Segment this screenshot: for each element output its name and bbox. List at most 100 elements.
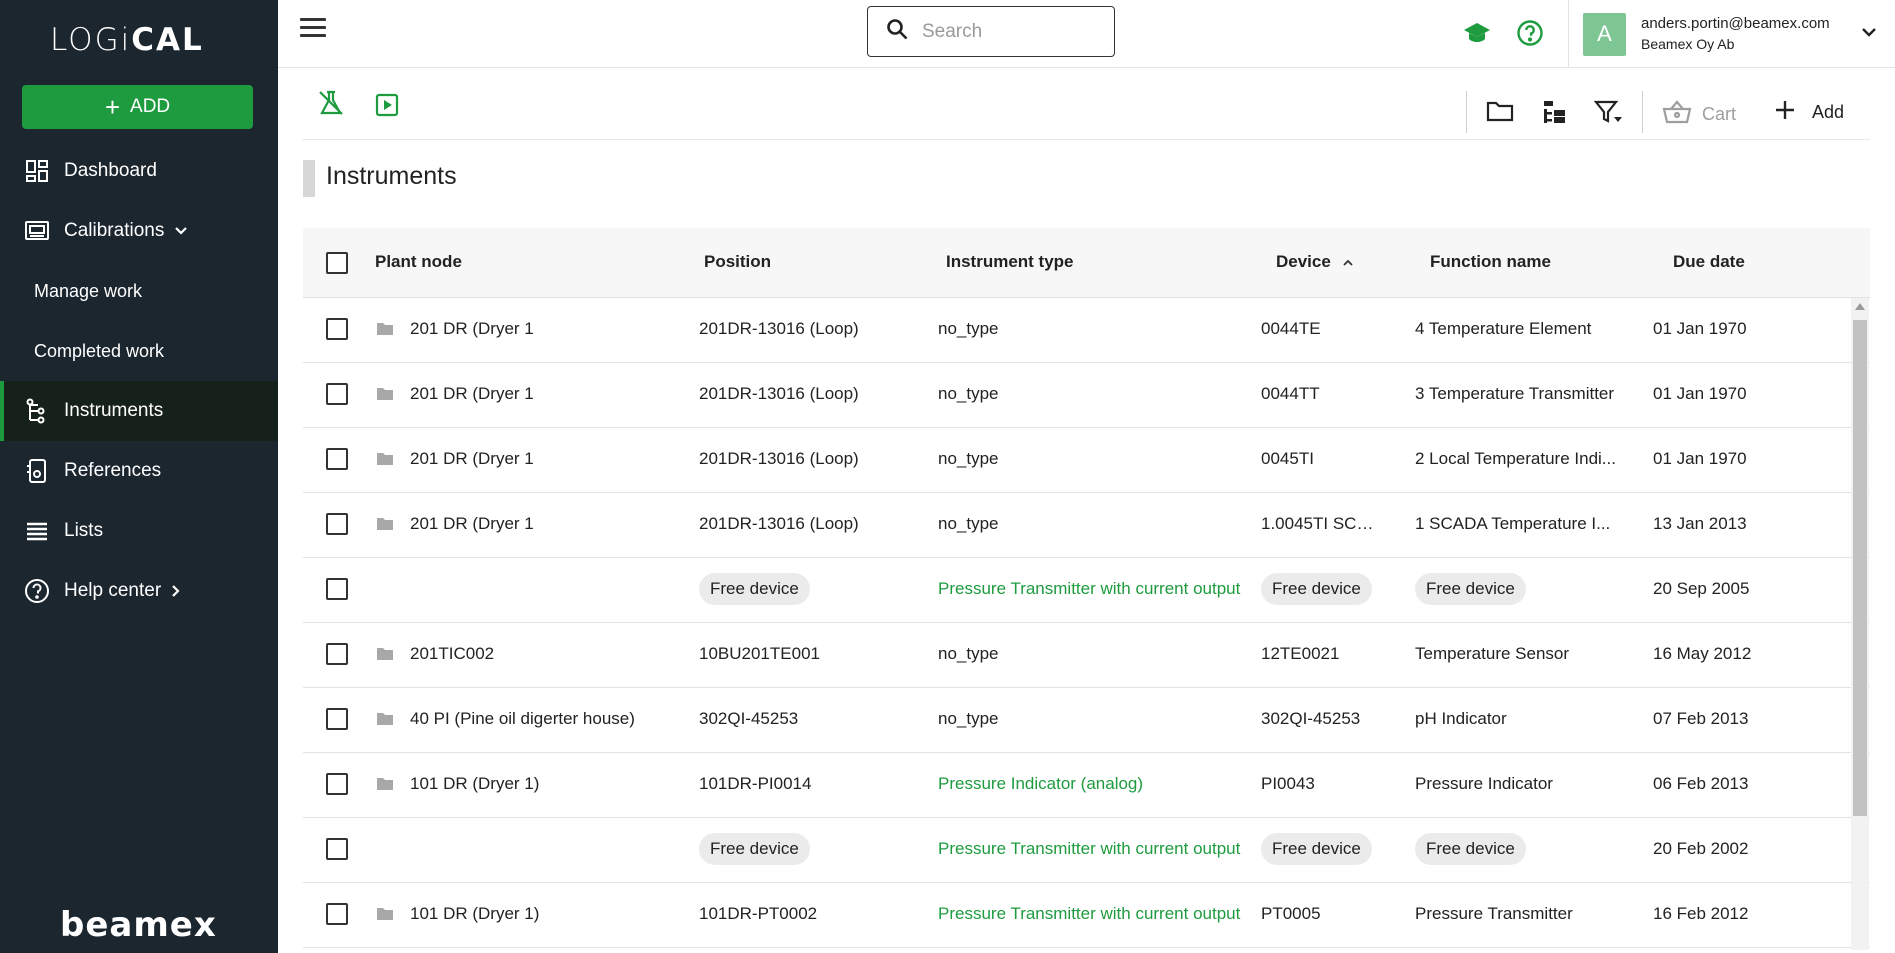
hierarchy-icon[interactable]	[1542, 99, 1568, 130]
cell-due-date: 07 Feb 2013	[1653, 709, 1749, 728]
basket-icon	[1662, 99, 1692, 130]
search-box[interactable]	[867, 6, 1115, 57]
cell-function-name: Pressure Transmitter	[1415, 904, 1573, 923]
column-header-due-date[interactable]: Due date	[1673, 252, 1745, 271]
column-header-instrument-type[interactable]: Instrument type	[946, 252, 1074, 271]
table-row[interactable]: Free device Pressure Transmitter with cur…	[303, 818, 1870, 883]
column-header-position[interactable]: Position	[704, 252, 772, 271]
row-checkbox[interactable]	[326, 903, 348, 925]
cell-instrument-type: no_type	[938, 514, 999, 533]
cell-plant-node: 101 DR (Dryer 1)	[410, 904, 540, 923]
row-checkbox[interactable]	[326, 383, 348, 405]
cell-device: 1.0045TI SCA...	[1261, 514, 1379, 533]
sidebar-nav: Dashboard Calibrations Manage work Compl…	[0, 141, 278, 621]
scrollbar-thumb[interactable]	[1853, 320, 1867, 816]
row-checkbox[interactable]	[326, 578, 348, 600]
table-row[interactable]: 201 DR (Dryer 1 201DR-13016 (Loop) no_type…	[303, 428, 1870, 493]
row-checkbox[interactable]	[326, 838, 348, 860]
free-device-chip: Free device	[1261, 833, 1372, 865]
cell-position: 302QI-45253	[699, 709, 799, 728]
sidebar-item-dashboard[interactable]: Dashboard	[0, 141, 278, 201]
table-row[interactable]: 201TIC002 10BU201TE001 no_type 12TE0021 Temp…	[303, 623, 1870, 688]
flask-off-icon[interactable]	[317, 89, 345, 122]
table-row[interactable]: Free device Pressure Transmitter with cur…	[303, 558, 1870, 623]
scroll-up-arrow-icon[interactable]	[1855, 303, 1865, 310]
sidebar-item-lists[interactable]: Lists	[0, 501, 278, 561]
user-org: Beamex Oy Ab	[1641, 36, 1735, 52]
folder-icon	[376, 321, 394, 341]
table-row[interactable]: 101 DR (Dryer 1) 101DR-PI0014 Pressure Ind…	[303, 753, 1870, 818]
free-device-chip: Free device	[699, 833, 810, 865]
table-row[interactable]: 40 PI (Pine oil digerter house) 302QI-452…	[303, 688, 1870, 753]
cell-device: PT0005	[1261, 904, 1321, 923]
chevron-right-icon	[171, 584, 181, 598]
cell-device: 12TE0021	[1261, 644, 1340, 663]
instruments-icon	[24, 398, 50, 424]
calibrations-icon	[24, 218, 50, 244]
table-header: Plant node Position Instrument type Devi…	[303, 228, 1870, 298]
cell-plant-node: 201 DR (Dryer 1	[410, 449, 534, 468]
cell-instrument-type: no_type	[938, 319, 999, 338]
sidebar-item-calibrations[interactable]: Calibrations	[0, 201, 278, 261]
table-row[interactable]: 201 DR (Dryer 1 201DR-13016 (Loop) no_type…	[303, 298, 1870, 363]
filter-dropdown-icon[interactable]	[1593, 99, 1626, 130]
table-row[interactable]: 101 DR (Dryer 1) 101DR-PT0002 Pressure Tra…	[303, 883, 1870, 948]
sidebar-item-references[interactable]: References	[0, 441, 278, 501]
table-row[interactable]: 201 DR (Dryer 1 201DR-13016 (Loop) no_type…	[303, 363, 1870, 428]
table-scrollbar[interactable]	[1851, 298, 1869, 950]
chevron-down-icon	[174, 226, 188, 236]
cart-label: Cart	[1702, 104, 1737, 124]
cell-due-date: 01 Jan 1970	[1653, 319, 1747, 338]
chevron-down-icon[interactable]	[1861, 25, 1877, 43]
cell-due-date: 01 Jan 1970	[1653, 384, 1747, 403]
academy-icon[interactable]	[1463, 19, 1491, 47]
row-checkbox[interactable]	[326, 318, 348, 340]
logo-text-a: LOGi	[50, 22, 132, 58]
toolbar-divider	[1466, 91, 1467, 133]
toolbar-add-button[interactable]: Add	[1774, 99, 1844, 126]
column-header-function-name[interactable]: Function name	[1430, 252, 1551, 271]
sidebar-item-label: References	[64, 460, 162, 481]
cell-due-date: 20 Sep 2005	[1653, 579, 1750, 598]
menu-toggle-icon[interactable]	[300, 18, 326, 40]
column-header-device[interactable]: Device	[1276, 252, 1354, 272]
cell-instrument-type: Pressure Transmitter with current output	[938, 839, 1241, 858]
row-checkbox[interactable]	[326, 513, 348, 535]
cell-function-name: Temperature Sensor	[1415, 644, 1570, 663]
select-all-checkbox[interactable]	[326, 252, 348, 274]
instruments-toolbar: Cart Add	[302, 69, 1870, 140]
column-header-device-label: Device	[1276, 252, 1331, 271]
sidebar-item-help-center[interactable]: Help center	[0, 561, 278, 621]
user-email: anders.portin@beamex.com	[1641, 15, 1830, 32]
user-menu[interactable]: A anders.portin@beamex.com Beamex Oy Ab	[1568, 0, 1895, 68]
column-header-plant-node[interactable]: Plant node	[375, 252, 462, 271]
cell-plant-node: 201 DR (Dryer 1	[410, 319, 534, 338]
help-icon	[24, 578, 50, 604]
row-checkbox[interactable]	[326, 773, 348, 795]
cell-device: 0045TI	[1261, 449, 1314, 468]
row-checkbox[interactable]	[326, 448, 348, 470]
add-button[interactable]: + ADD	[22, 85, 253, 129]
sidebar-item-instruments[interactable]: Instruments	[0, 381, 278, 441]
cell-instrument-type: Pressure Indicator (analog)	[938, 774, 1144, 793]
references-icon	[24, 458, 50, 484]
search-icon	[886, 18, 908, 45]
play-box-icon[interactable]	[375, 93, 399, 122]
folder-icon	[376, 386, 394, 406]
sidebar-item-manage-work[interactable]: Manage work	[0, 261, 278, 321]
folder-icon	[376, 646, 394, 666]
cell-position: 201DR-13016 (Loop)	[699, 319, 859, 338]
cell-due-date: 20 Feb 2002	[1653, 839, 1749, 858]
row-checkbox[interactable]	[326, 708, 348, 730]
help-icon[interactable]	[1516, 19, 1544, 47]
search-input[interactable]	[922, 20, 1072, 43]
user-info: anders.portin@beamex.com Beamex Oy Ab	[1641, 14, 1830, 54]
row-checkbox[interactable]	[326, 643, 348, 665]
cell-instrument-type: Pressure Transmitter with current output	[938, 579, 1241, 598]
folder-icon[interactable]	[1486, 99, 1514, 128]
cell-plant-node: 201TIC002	[410, 644, 495, 663]
cart-button[interactable]: Cart	[1662, 99, 1736, 130]
table-row[interactable]: 201 DR (Dryer 1 201DR-13016 (Loop) no_type…	[303, 493, 1870, 558]
cell-plant-node: 201 DR (Dryer 1	[410, 514, 534, 533]
sidebar-item-completed-work[interactable]: Completed work	[0, 321, 278, 381]
